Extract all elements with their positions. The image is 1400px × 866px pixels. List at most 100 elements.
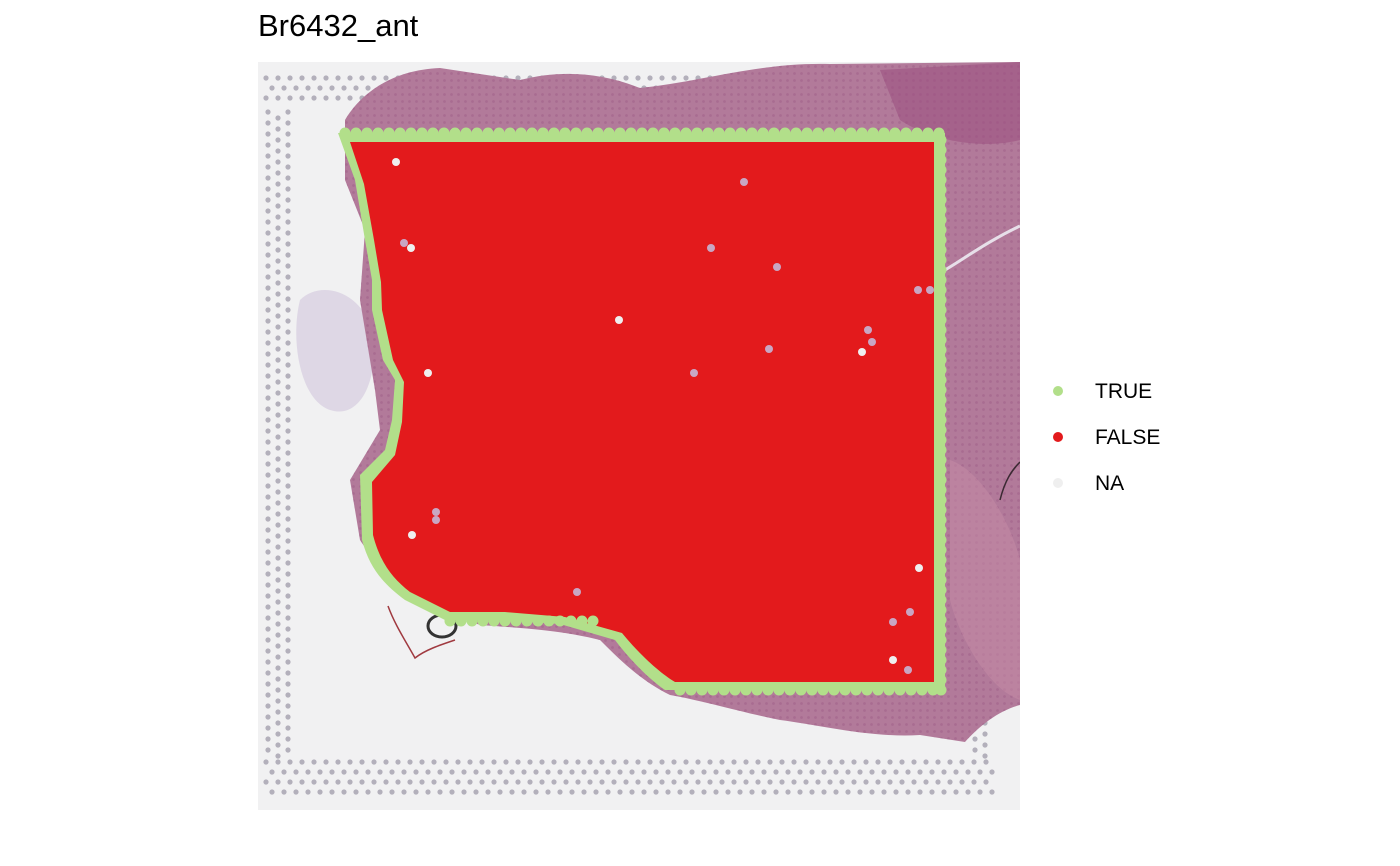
fiducial-dot	[285, 285, 291, 291]
na-spot	[707, 244, 715, 252]
fiducial-dot	[265, 703, 271, 709]
fiducial-dot	[671, 75, 677, 81]
edge-spot	[935, 244, 947, 256]
fiducial-dot	[299, 779, 305, 785]
fiducial-dot	[329, 85, 335, 91]
fiducial-dot	[557, 769, 563, 775]
edge-spot	[935, 174, 947, 186]
fiducial-dot	[605, 789, 611, 795]
fiducial-dot	[467, 759, 473, 765]
edge-spot	[935, 204, 947, 216]
edge-spot	[935, 184, 947, 196]
edge-spot	[935, 624, 947, 636]
fiducial-dot	[779, 779, 785, 785]
tissue-dark-patch	[880, 62, 1020, 144]
edge-spot	[482, 127, 494, 139]
fiducial-dot	[265, 527, 271, 533]
fiducial-dot	[419, 779, 425, 785]
fiducial-dot	[677, 769, 683, 775]
fiducial-dot	[275, 478, 281, 484]
na-spot	[864, 326, 872, 334]
fiducial-dot	[305, 769, 311, 775]
fiducial-dot	[347, 759, 353, 765]
edge-spot	[935, 324, 947, 336]
fiducial-dot	[275, 302, 281, 308]
edge-spot	[935, 424, 947, 436]
fiducial-dot	[893, 789, 899, 795]
fiducial-dot	[953, 769, 959, 775]
fiducial-dot	[599, 779, 605, 785]
fiducial-dot	[785, 769, 791, 775]
fiducial-dot	[929, 789, 935, 795]
fiducial-dot	[265, 340, 271, 346]
fiducial-dot	[509, 789, 515, 795]
fiducial-dot	[287, 95, 293, 101]
fiducial-dot	[659, 779, 665, 785]
edge-spot	[861, 684, 873, 696]
fiducial-dot	[533, 789, 539, 795]
na-spot	[615, 316, 623, 324]
fiducial-dot	[515, 779, 521, 785]
edge-spot	[581, 127, 593, 139]
fiducial-dot	[845, 769, 851, 775]
fiducial-dot	[275, 401, 281, 407]
fiducial-dot	[275, 181, 281, 187]
fiducial-dot	[265, 373, 271, 379]
edge-spot	[935, 284, 947, 296]
fiducial-dot	[275, 126, 281, 132]
fiducial-dot	[265, 659, 271, 665]
na-spot	[915, 564, 923, 572]
fiducial-dot	[285, 681, 291, 687]
na-spot	[773, 263, 781, 271]
edge-spot	[935, 664, 947, 676]
tissue-fold	[999, 461, 1020, 501]
fiducial-dot	[701, 769, 707, 775]
fiducial-dot	[875, 779, 881, 785]
edge-spot	[935, 274, 947, 286]
edge-spot	[680, 127, 692, 139]
fiducial-dot	[285, 648, 291, 654]
fiducial-dot	[869, 789, 875, 795]
fiducial-dot	[749, 789, 755, 795]
fiducial-dot	[285, 450, 291, 456]
fiducial-dot	[635, 759, 641, 765]
fiducial-dot	[479, 759, 485, 765]
fiducial-dot	[265, 120, 271, 126]
fiducial-dot	[395, 759, 401, 765]
fiducial-dot	[965, 769, 971, 775]
fiducial-dot	[785, 789, 791, 795]
fiducial-dot	[887, 779, 893, 785]
edge-spot	[935, 144, 947, 156]
fiducial-dot	[335, 95, 341, 101]
edge-spot	[718, 684, 730, 696]
edge-spot	[935, 364, 947, 376]
fiducial-dot	[803, 779, 809, 785]
fiducial-dot	[285, 197, 291, 203]
fiducial-dot	[285, 725, 291, 731]
edge-spot	[460, 127, 472, 139]
fiducial-dot	[731, 759, 737, 765]
fiducial-dot	[275, 291, 281, 297]
fiducial-dot	[285, 428, 291, 434]
fiducial-dot	[359, 779, 365, 785]
edge-spot	[927, 684, 939, 696]
fiducial-dot	[275, 203, 281, 209]
fiducial-dot	[265, 307, 271, 313]
fiducial-dot	[275, 779, 281, 785]
fiducial-dot	[311, 75, 317, 81]
edge-spot	[521, 615, 533, 627]
edge-spot	[935, 304, 947, 316]
fiducial-dot	[455, 779, 461, 785]
fiducial-dot	[305, 789, 311, 795]
fiducial-dot	[983, 779, 989, 785]
edge-spot	[935, 414, 947, 426]
fiducial-dot	[809, 769, 815, 775]
edge-spot	[872, 684, 884, 696]
fiducial-dot	[263, 779, 269, 785]
na-spot	[858, 348, 866, 356]
fiducial-dot	[265, 274, 271, 280]
na-spot	[432, 516, 440, 524]
fiducial-dot	[323, 75, 329, 81]
na-spot	[868, 338, 876, 346]
